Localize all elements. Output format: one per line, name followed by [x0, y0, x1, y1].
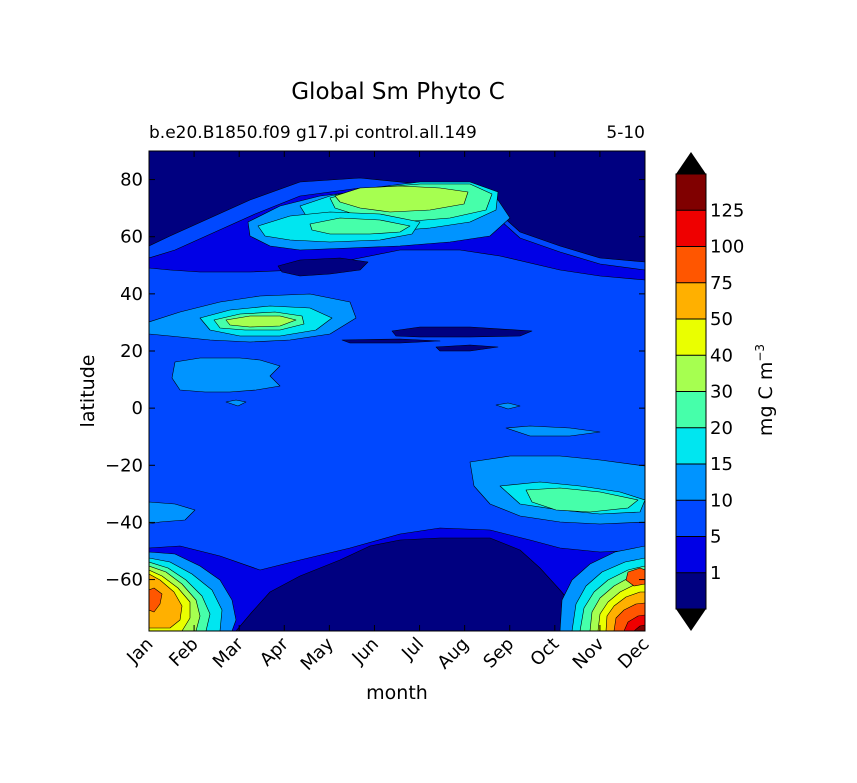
x-tick-label: Oct	[526, 634, 563, 671]
contour-subtrop-30	[225, 315, 297, 328]
colorbar-unit: mg C m	[755, 362, 777, 436]
x-tick-label: Dec	[614, 634, 653, 673]
colorbar-unit-exponent: −3	[753, 344, 767, 362]
x-tick-label: Feb	[165, 634, 202, 671]
contour-regions	[149, 151, 645, 631]
x-tick-label: May	[297, 633, 338, 674]
contour-streak-27n	[391, 326, 533, 338]
x-tick-label: Sep	[479, 634, 518, 673]
y-tick-label: −60	[105, 570, 143, 591]
colorbar-tick-label: 1	[710, 563, 721, 584]
x-tick-label: Jun	[348, 634, 383, 669]
x-axis-label: month	[366, 682, 428, 704]
chart-subtitle-left: b.e20.B1850.f09 g17.pi control.all.149	[149, 123, 477, 143]
contour-ant-jan-75	[149, 587, 163, 613]
colorbar-swatch	[676, 282, 706, 319]
x-tick-label: Apr	[256, 633, 293, 670]
colorbar-tick-label: 125	[710, 200, 744, 221]
contour-ant-dec-125	[633, 624, 645, 631]
colorbar-swatch	[676, 246, 706, 283]
contour-south-mid-20	[525, 487, 639, 513]
chart-title: Global Sm Phyto C	[291, 79, 505, 105]
colorbar-tick-label: 10	[710, 490, 733, 511]
chart-subtitle-right: 5-10	[606, 123, 645, 143]
plot-frame	[148, 150, 646, 632]
y-tick-label: 80	[120, 170, 143, 191]
contour-ant-jan-50	[149, 573, 183, 629]
y-tick-label: −40	[105, 512, 143, 533]
contour-patch-47n	[277, 257, 369, 277]
y-axis: −60 −40 −20 0 20 40 60 80	[105, 170, 645, 591]
colorbar-swatch	[676, 536, 706, 573]
y-tick-label: 60	[120, 227, 143, 248]
y-tick-label: 20	[120, 341, 143, 362]
x-tick-label: Mar	[209, 633, 248, 672]
contour-patch-eq	[495, 402, 521, 410]
x-tick-label: Jul	[397, 634, 428, 665]
contour-streak-23n	[341, 338, 441, 344]
colorbar-swatch	[676, 355, 706, 392]
colorbar-swatch	[676, 319, 706, 356]
colorbar-tick-label: 100	[710, 237, 744, 258]
contour-equator-patch	[225, 399, 247, 407]
colorbar-tick-label: 50	[710, 309, 733, 330]
colorbar-swatch	[676, 572, 706, 609]
colorbar-extend-min	[676, 609, 706, 631]
x-tick-label: Jan	[122, 634, 157, 669]
colorbar-swatch	[676, 210, 706, 247]
contour-north-60-20	[309, 217, 411, 235]
contour-south-west-10	[149, 501, 196, 525]
colorbar-swatch	[676, 500, 706, 537]
x-tick-label: Nov	[569, 633, 609, 673]
colorbar-swatch	[676, 391, 706, 428]
colorbar-tick-label: 40	[710, 345, 733, 366]
contour-patch-8s	[505, 425, 601, 437]
colorbar-tick-label: 75	[710, 273, 733, 294]
colorbar-swatch	[676, 174, 706, 211]
contour-tropic-10	[171, 357, 281, 393]
y-tick-label: 40	[120, 284, 143, 305]
contour-ant-dec-core	[625, 567, 645, 587]
colorbar-tick-label: 15	[710, 454, 733, 475]
contour-north-polar-30	[334, 185, 469, 213]
colorbar-tick-label: 20	[710, 418, 733, 439]
y-tick-label: −20	[105, 455, 143, 476]
colorbar-tick-label: 30	[710, 382, 733, 403]
colorbar-swatch	[676, 427, 706, 464]
y-axis-label: latitude	[77, 355, 99, 428]
colorbar-swatch	[676, 464, 706, 501]
colorbar-tick-label: 5	[710, 527, 721, 548]
contour-field	[149, 151, 645, 631]
colorbar-label: mg C m−3	[753, 344, 777, 436]
colorbar-extend-max	[676, 152, 706, 174]
contour-streak-21n	[435, 344, 499, 352]
x-tick-label: Aug	[433, 634, 473, 674]
y-tick-label: 0	[132, 398, 143, 419]
